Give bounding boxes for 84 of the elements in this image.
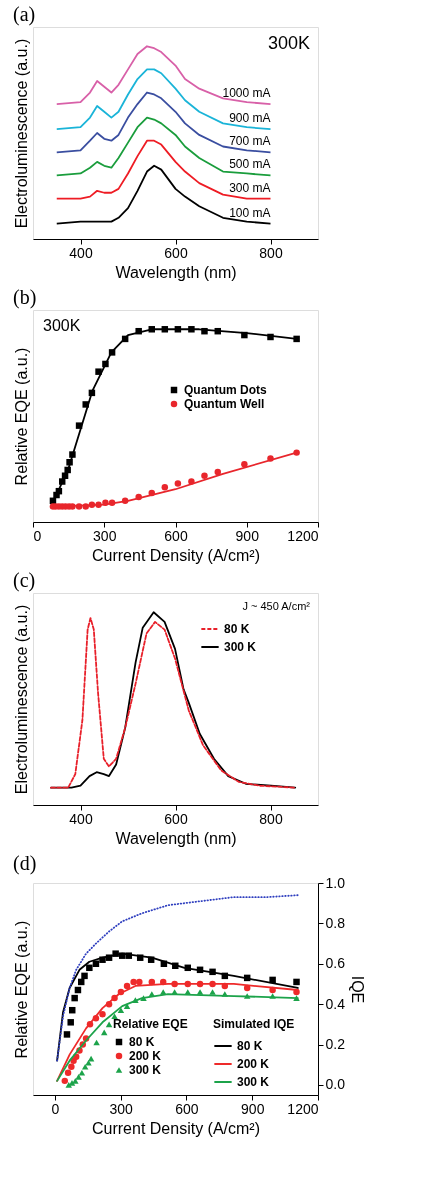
point bbox=[63, 1031, 71, 1038]
y2-tick-label: 0.0 bbox=[325, 1076, 346, 1093]
point bbox=[201, 472, 208, 479]
legend-label: 80 K bbox=[224, 622, 250, 636]
point bbox=[95, 368, 102, 375]
x-axis-title: Wavelength (nm) bbox=[115, 829, 237, 847]
x-axis-title: Current Density (A/cm²) bbox=[91, 1119, 261, 1137]
y2-tick-label: 0.4 bbox=[325, 995, 346, 1012]
x-tick-label: 1200 bbox=[287, 1100, 319, 1117]
point bbox=[123, 982, 131, 990]
point bbox=[71, 994, 78, 1002]
point bbox=[174, 480, 182, 487]
point bbox=[81, 972, 88, 980]
x-tick-label: 0 bbox=[51, 1100, 60, 1117]
point bbox=[61, 1077, 69, 1085]
point bbox=[86, 964, 93, 972]
y-axis-title: Relative EQE (a.u.) bbox=[12, 347, 30, 486]
chart-title: (b) bbox=[13, 286, 37, 309]
x-tick-label: 0 bbox=[33, 527, 42, 544]
y2-axis-title: IQE bbox=[348, 975, 366, 1004]
annotation: 300K bbox=[267, 33, 310, 53]
point bbox=[72, 1078, 79, 1084]
x-tick-label: 900 bbox=[241, 1100, 265, 1117]
point bbox=[161, 484, 169, 491]
x-tick-label: 800 bbox=[259, 244, 283, 261]
x-tick-label: 400 bbox=[69, 810, 93, 827]
point bbox=[99, 1011, 106, 1018]
point bbox=[78, 1069, 86, 1076]
annotation: 300K bbox=[43, 317, 81, 334]
x-tick-label: 300 bbox=[109, 1100, 134, 1117]
series-label: 700 mA bbox=[229, 134, 271, 149]
point bbox=[136, 978, 143, 986]
point bbox=[117, 1007, 125, 1014]
point bbox=[105, 1021, 113, 1028]
point bbox=[85, 1059, 92, 1066]
legend-label: 80 K bbox=[237, 1039, 263, 1053]
y2-tick-label: 0.2 bbox=[325, 1036, 346, 1053]
x-tick-label: 600 bbox=[164, 527, 188, 544]
point bbox=[130, 978, 137, 986]
series-label: 100 mA bbox=[229, 205, 271, 220]
legend-label: 300 K bbox=[224, 640, 257, 654]
legend-label: 300 K bbox=[129, 1063, 162, 1077]
x-axis-title: Current Density (A/cm²) bbox=[91, 546, 261, 564]
point bbox=[67, 1019, 74, 1026]
chart-title: (c) bbox=[13, 569, 36, 592]
y2-tick-label: 0.8 bbox=[325, 914, 346, 931]
x-tick-label: 400 bbox=[69, 244, 93, 261]
point bbox=[75, 1074, 82, 1080]
legend-label: Quantum Dots bbox=[184, 383, 267, 397]
text: J ~ 450 A/cm² bbox=[242, 600, 311, 612]
legend-label: Quantum Well bbox=[184, 397, 265, 411]
legend-label: 200 K bbox=[237, 1057, 270, 1071]
point bbox=[293, 978, 300, 986]
x-tick-label: 800 bbox=[259, 810, 283, 827]
chart-title: (a) bbox=[13, 3, 36, 26]
point bbox=[214, 468, 222, 476]
y2-tick-label: 0.6 bbox=[325, 955, 346, 972]
text: Relative EQE bbox=[113, 1017, 188, 1031]
x-tick-label: 300 bbox=[93, 527, 117, 544]
series-label: 500 mA bbox=[229, 157, 271, 172]
chart-title: (d) bbox=[13, 852, 37, 875]
point bbox=[81, 1063, 89, 1070]
x-tick-label: 600 bbox=[175, 1100, 199, 1117]
y-axis-title: Electroluminescence (a.u.) bbox=[12, 38, 30, 229]
point bbox=[209, 989, 216, 995]
x-tick-label: 1200 bbox=[287, 527, 319, 544]
series-label: 900 mA bbox=[229, 111, 271, 126]
point bbox=[82, 401, 89, 408]
point bbox=[241, 460, 248, 468]
point bbox=[68, 1063, 75, 1070]
y-axis-title: Relative EQE (a.u.) bbox=[12, 920, 30, 1059]
legend-label: 80 K bbox=[129, 1035, 155, 1049]
y-axis-title: Electroluminescence (a.u.) bbox=[12, 604, 30, 795]
x-tick-label: 900 bbox=[235, 527, 260, 544]
x-axis-title: Wavelength (nm) bbox=[115, 263, 237, 281]
point bbox=[64, 1069, 72, 1077]
series-label: 300 mA bbox=[229, 180, 271, 195]
x-tick-label: 600 bbox=[164, 244, 188, 261]
legend-label: 200 K bbox=[129, 1049, 162, 1063]
text: Simulated IQE bbox=[213, 1017, 295, 1031]
legend-label: 300 K bbox=[237, 1075, 270, 1089]
series-label: 1000 mA bbox=[222, 86, 271, 101]
x-tick-label: 600 bbox=[164, 810, 188, 827]
y2-tick-label: 1.0 bbox=[325, 874, 346, 891]
